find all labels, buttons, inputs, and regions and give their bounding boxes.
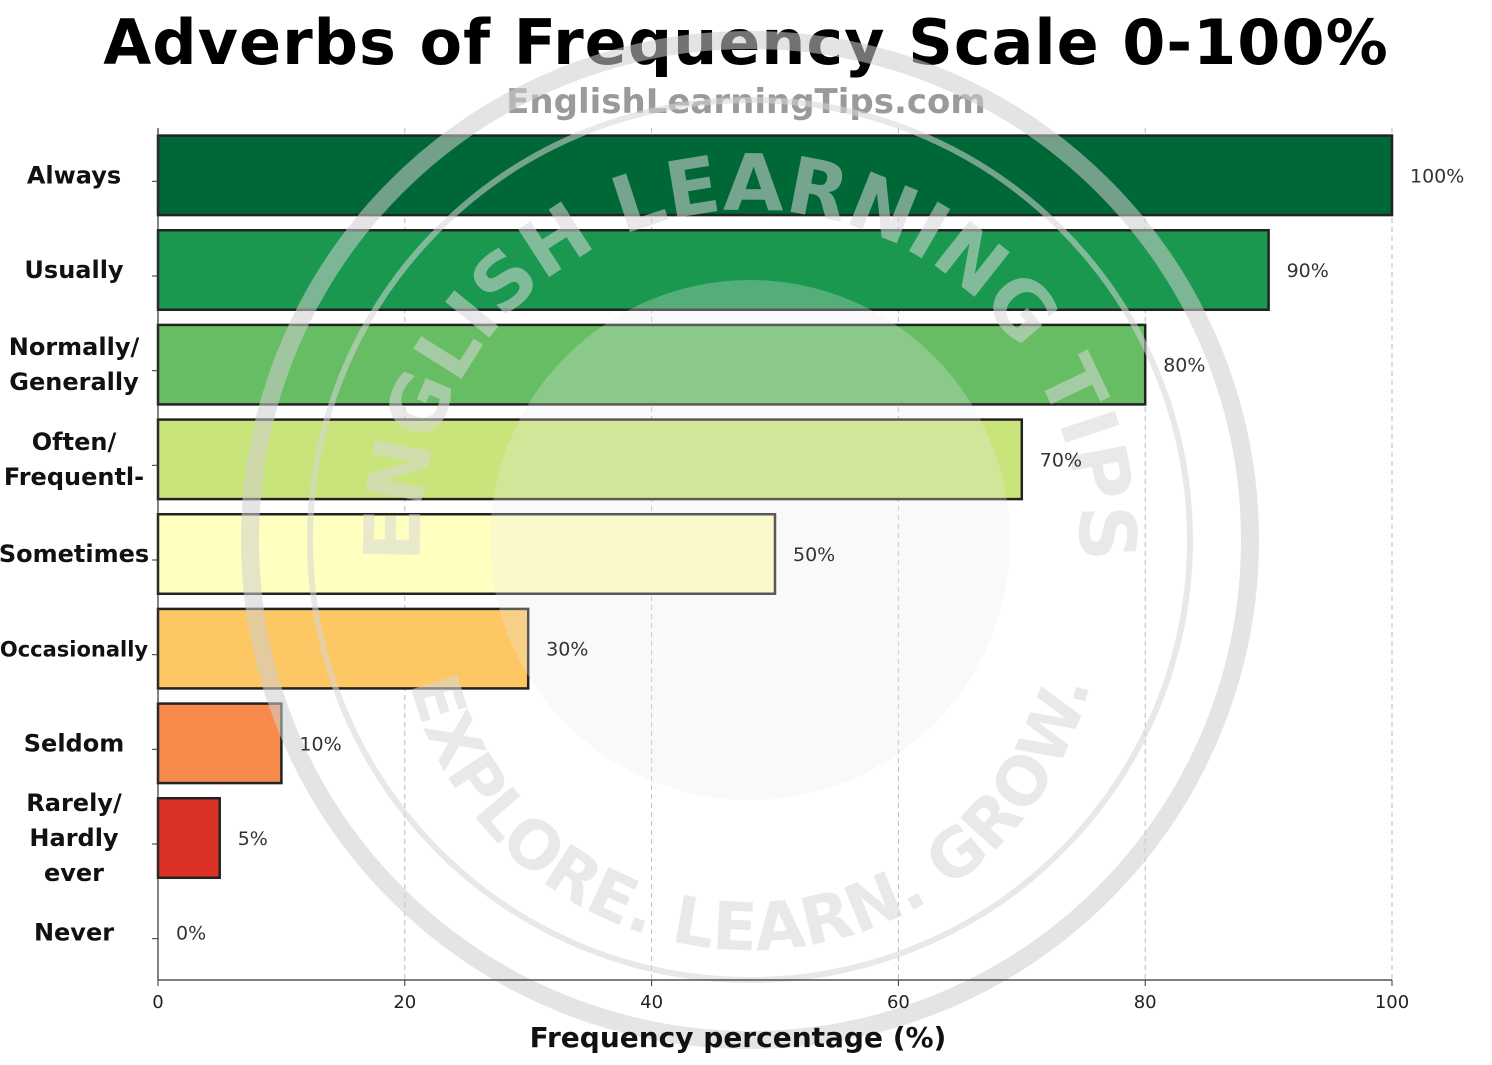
category-label: Always — [27, 161, 121, 189]
bar — [156, 796, 221, 880]
x-axis-title: Frequency percentage (%) — [530, 1021, 947, 1054]
category-label: Often/Frequentl- — [4, 428, 144, 491]
category-label: Normally/Generally — [9, 333, 140, 396]
bar — [156, 512, 777, 596]
data-label: 90% — [1287, 260, 1329, 282]
bar — [156, 323, 1147, 406]
watermark-seal: ENGLISH LEARNING TIPS EXPLORE. LEARN. GR… — [241, 31, 1259, 1049]
x-tick-label: 20 — [393, 992, 416, 1013]
category-label: Sometimes — [0, 540, 149, 568]
x-tick-label: 60 — [887, 992, 910, 1013]
x-tick-label: 0 — [152, 992, 163, 1013]
data-label: 50% — [793, 544, 835, 566]
bar — [156, 702, 283, 785]
x-tick-label: 80 — [1134, 992, 1157, 1013]
labels-group: 0 20 40 60 80 100 100% Always 90% Usually 80% Norma… — [0, 161, 1464, 1013]
category-label: Rarely/Hardly ever — [26, 789, 122, 887]
data-label: 70% — [1040, 449, 1082, 471]
data-label: 30% — [546, 639, 588, 661]
bar — [156, 418, 1024, 501]
x-tick-label: 100 — [1375, 992, 1409, 1013]
data-label: 5% — [238, 828, 268, 850]
category-label: Usually — [24, 256, 124, 284]
category-label: Seldom — [24, 729, 124, 757]
data-label: 10% — [299, 733, 341, 755]
globe-icon — [490, 280, 1010, 800]
category-label: Occasionally — [0, 638, 148, 662]
bar — [156, 607, 530, 690]
data-label: 0% — [176, 923, 206, 945]
x-tick-label: 40 — [640, 992, 663, 1013]
data-label: 80% — [1163, 355, 1205, 377]
axes — [152, 128, 1393, 986]
category-label: Never — [34, 919, 114, 947]
data-label: 100% — [1410, 165, 1464, 187]
